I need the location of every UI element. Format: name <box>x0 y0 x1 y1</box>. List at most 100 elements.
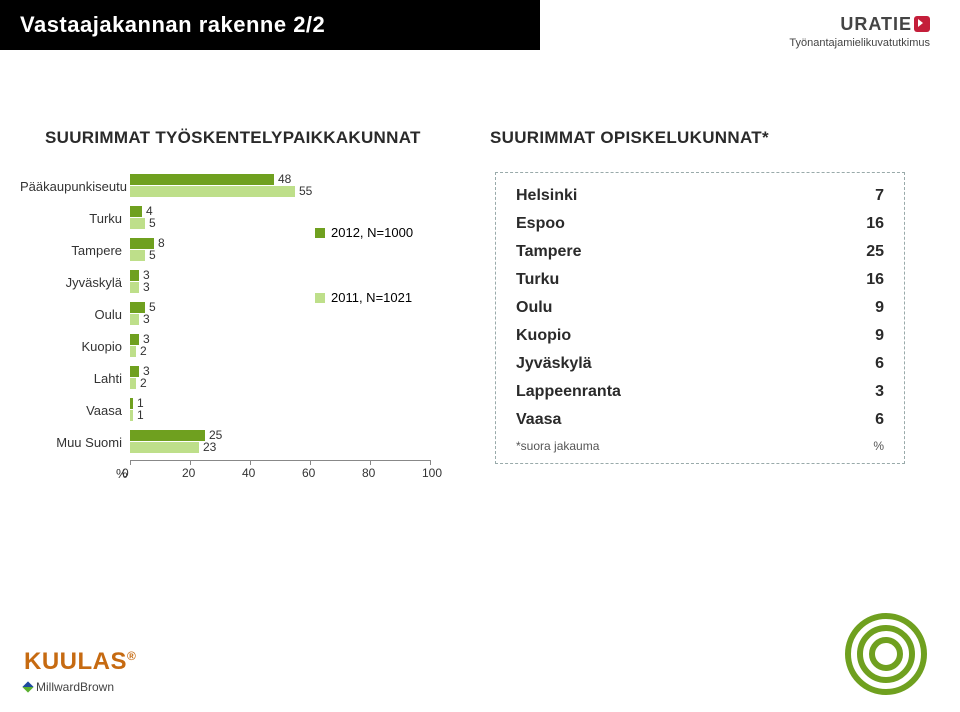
chart-row: Vaasa11 <box>20 394 480 426</box>
table-row: Vaasa6 <box>516 411 884 429</box>
category-label: Lahti <box>20 371 130 386</box>
bar-value-label: 55 <box>299 184 312 198</box>
table-footer: *suora jakauma% <box>516 439 884 453</box>
bar: 23 <box>130 442 199 453</box>
right-section-title: SUURIMMAT OPISKELUKUNNAT* <box>490 128 960 148</box>
table-row-value: 7 <box>875 187 884 205</box>
bar-value-label: 2 <box>140 344 147 358</box>
bar: 2 <box>130 346 136 357</box>
play-icon <box>914 16 930 32</box>
section-titles: SUURIMMAT TYÖSKENTELYPAIKKAKUNNAT SUURIM… <box>0 128 960 148</box>
bar-value-label: 5 <box>149 248 156 262</box>
table-row-value: 6 <box>875 355 884 373</box>
bar-value-label: 3 <box>143 280 150 294</box>
bar: 3 <box>130 282 139 293</box>
axis-tick: 100 <box>430 460 431 465</box>
table-row: Jyväskylä 6 <box>516 355 884 373</box>
bar-group: 4855 <box>130 172 480 200</box>
study-cities-table: Helsinki 7 Espoo 16 Tampere 25 Turku 16 Oulu 9 Kuo… <box>495 172 905 464</box>
category-label: Jyväskylä <box>20 275 130 290</box>
percent-label: % <box>116 466 128 481</box>
axis-tick: 60 <box>310 460 311 465</box>
table-footer-note: *suora jakauma <box>516 439 599 453</box>
category-label: Turku <box>20 211 130 226</box>
bar-group: 33 <box>130 268 480 296</box>
legend-item: 2012, N=1000 <box>315 225 413 240</box>
millward-brown-logo: MillwardBrown <box>24 680 136 694</box>
bar: 1 <box>130 398 133 409</box>
bar-group: 2523 <box>130 428 480 456</box>
legend-label: 2011, N=1021 <box>331 290 412 305</box>
bar-value-label: 3 <box>143 312 150 326</box>
table-row-label: Turku <box>516 271 559 289</box>
axis-tick-label: 60 <box>302 466 315 480</box>
bar-group: 45 <box>130 204 480 232</box>
page-title: Vastaajakannan rakenne 2/2 <box>20 12 520 38</box>
table-row-label: Tampere <box>516 243 582 261</box>
table-row: Tampere 25 <box>516 243 884 261</box>
category-label: Oulu <box>20 307 130 322</box>
table-row: Espoo 16 <box>516 215 884 233</box>
axis-tick-label: 80 <box>362 466 375 480</box>
bar-value-label: 5 <box>149 216 156 230</box>
bar: 3 <box>130 314 139 325</box>
axis-tick: 0 <box>130 460 131 465</box>
bar-group: 32 <box>130 364 480 392</box>
bar: 55 <box>130 186 295 197</box>
table-row: Helsinki 7 <box>516 187 884 205</box>
table-row-label: Vaasa <box>516 411 561 429</box>
header-bar: Vastaajakannan rakenne 2/2 <box>0 0 540 50</box>
table-row-label: Espoo <box>516 215 565 233</box>
bar: 2 <box>130 378 136 389</box>
legend-swatch <box>315 228 325 238</box>
table-row: Turku 16 <box>516 271 884 289</box>
table-row-label: Jyväskylä <box>516 355 592 373</box>
axis-tick: 80 <box>370 460 371 465</box>
chart-legend: 2012, N=1000 2011, N=1021 <box>315 225 413 355</box>
category-label: Tampere <box>20 243 130 258</box>
table-row-label: Lappeenranta <box>516 383 621 401</box>
bar: 5 <box>130 250 145 261</box>
table-row-label: Oulu <box>516 299 552 317</box>
bar-value-label: 1 <box>137 408 144 422</box>
table-footer-unit: % <box>873 439 884 453</box>
category-label: Muu Suomi <box>20 435 130 450</box>
brand-block: URATIE Työnantajamielikuvatutkimus <box>789 14 930 49</box>
axis-tick-label: 40 <box>242 466 255 480</box>
bar-value-label: 23 <box>203 440 216 454</box>
table-row-value: 9 <box>875 299 884 317</box>
kuulas-logo: KUULAS® <box>24 648 136 676</box>
table-row-label: Kuopio <box>516 327 571 345</box>
table-row-label: Helsinki <box>516 187 577 205</box>
diamond-icon <box>22 681 33 692</box>
table-row-value: 25 <box>866 243 884 261</box>
brand-subtitle: Työnantajamielikuvatutkimus <box>789 37 930 49</box>
table-row: Kuopio9 <box>516 327 884 345</box>
bar-value-label: 2 <box>140 376 147 390</box>
bar-group: 11 <box>130 396 480 424</box>
axis-tick-label: 100 <box>422 466 442 480</box>
legend-swatch <box>315 293 325 303</box>
bar: 4 <box>130 206 142 217</box>
swirl-icon <box>842 610 930 698</box>
bar: 25 <box>130 430 205 441</box>
axis-tick-label: 20 <box>182 466 195 480</box>
bar: 48 <box>130 174 274 185</box>
bar: 1 <box>130 410 133 421</box>
chart-row: Pääkaupunkiseutu4855 <box>20 170 480 202</box>
bar-value-label: 5 <box>149 300 156 314</box>
bar: 5 <box>130 218 145 229</box>
bar-value-label: 8 <box>158 236 165 250</box>
axis-tick: 20 <box>190 460 191 465</box>
table-row-value: 16 <box>866 215 884 233</box>
bar-group: 85 <box>130 236 480 264</box>
category-label: Pääkaupunkiseutu <box>20 179 130 194</box>
table-row: Lappeenranta3 <box>516 383 884 401</box>
table-row-value: 16 <box>866 271 884 289</box>
x-axis: 020406080100 <box>130 460 430 461</box>
legend-item: 2011, N=1021 <box>315 290 413 305</box>
bar: 3 <box>130 270 139 281</box>
brand-name: URATIE <box>840 14 912 34</box>
bar-group: 32 <box>130 332 480 360</box>
bar: 3 <box>130 366 139 377</box>
